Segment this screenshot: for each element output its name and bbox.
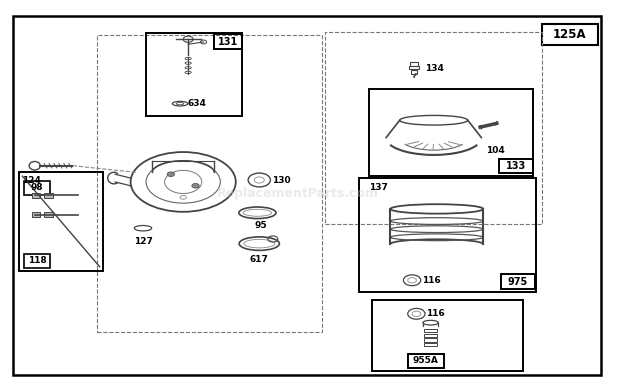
Bar [372, 300, 523, 371]
Bar [32, 212, 40, 217]
Bar [360, 178, 536, 292]
Text: 975: 975 [507, 277, 528, 287]
Bar [425, 339, 437, 342]
Bar [408, 354, 444, 368]
Text: ReplacementParts.com: ReplacementParts.com [216, 187, 379, 200]
Text: 95: 95 [254, 221, 267, 230]
Text: 116: 116 [422, 276, 441, 285]
Bar [326, 32, 542, 224]
Text: 116: 116 [427, 309, 445, 319]
Text: 98: 98 [31, 183, 43, 192]
Text: 133: 133 [505, 161, 526, 171]
Bar [410, 62, 418, 66]
Text: 127: 127 [133, 237, 153, 246]
Circle shape [192, 183, 199, 188]
Bar [44, 212, 53, 217]
Text: 104: 104 [486, 146, 505, 155]
Bar [411, 70, 417, 74]
Bar [19, 172, 103, 271]
Bar [542, 24, 598, 45]
Bar [425, 334, 437, 337]
Bar [24, 254, 50, 267]
Bar [425, 343, 437, 346]
Bar [97, 35, 322, 332]
Text: 134: 134 [425, 64, 444, 73]
Bar [44, 193, 53, 198]
Text: 131: 131 [218, 36, 238, 46]
Text: 137: 137 [369, 183, 388, 192]
Text: 634: 634 [187, 99, 206, 108]
Bar [32, 193, 40, 198]
Bar [500, 274, 534, 289]
Bar [146, 33, 242, 116]
Bar [24, 181, 50, 195]
Bar [425, 329, 437, 332]
Bar [369, 89, 533, 176]
Text: 955A: 955A [413, 356, 438, 365]
Circle shape [167, 172, 174, 176]
Text: 617: 617 [250, 255, 268, 264]
Bar [498, 159, 533, 173]
Bar [214, 34, 242, 49]
Text: 125A: 125A [553, 28, 587, 41]
Text: 118: 118 [28, 256, 46, 265]
Text: 130: 130 [272, 175, 290, 185]
Text: 124: 124 [22, 176, 41, 185]
Bar [409, 66, 419, 69]
